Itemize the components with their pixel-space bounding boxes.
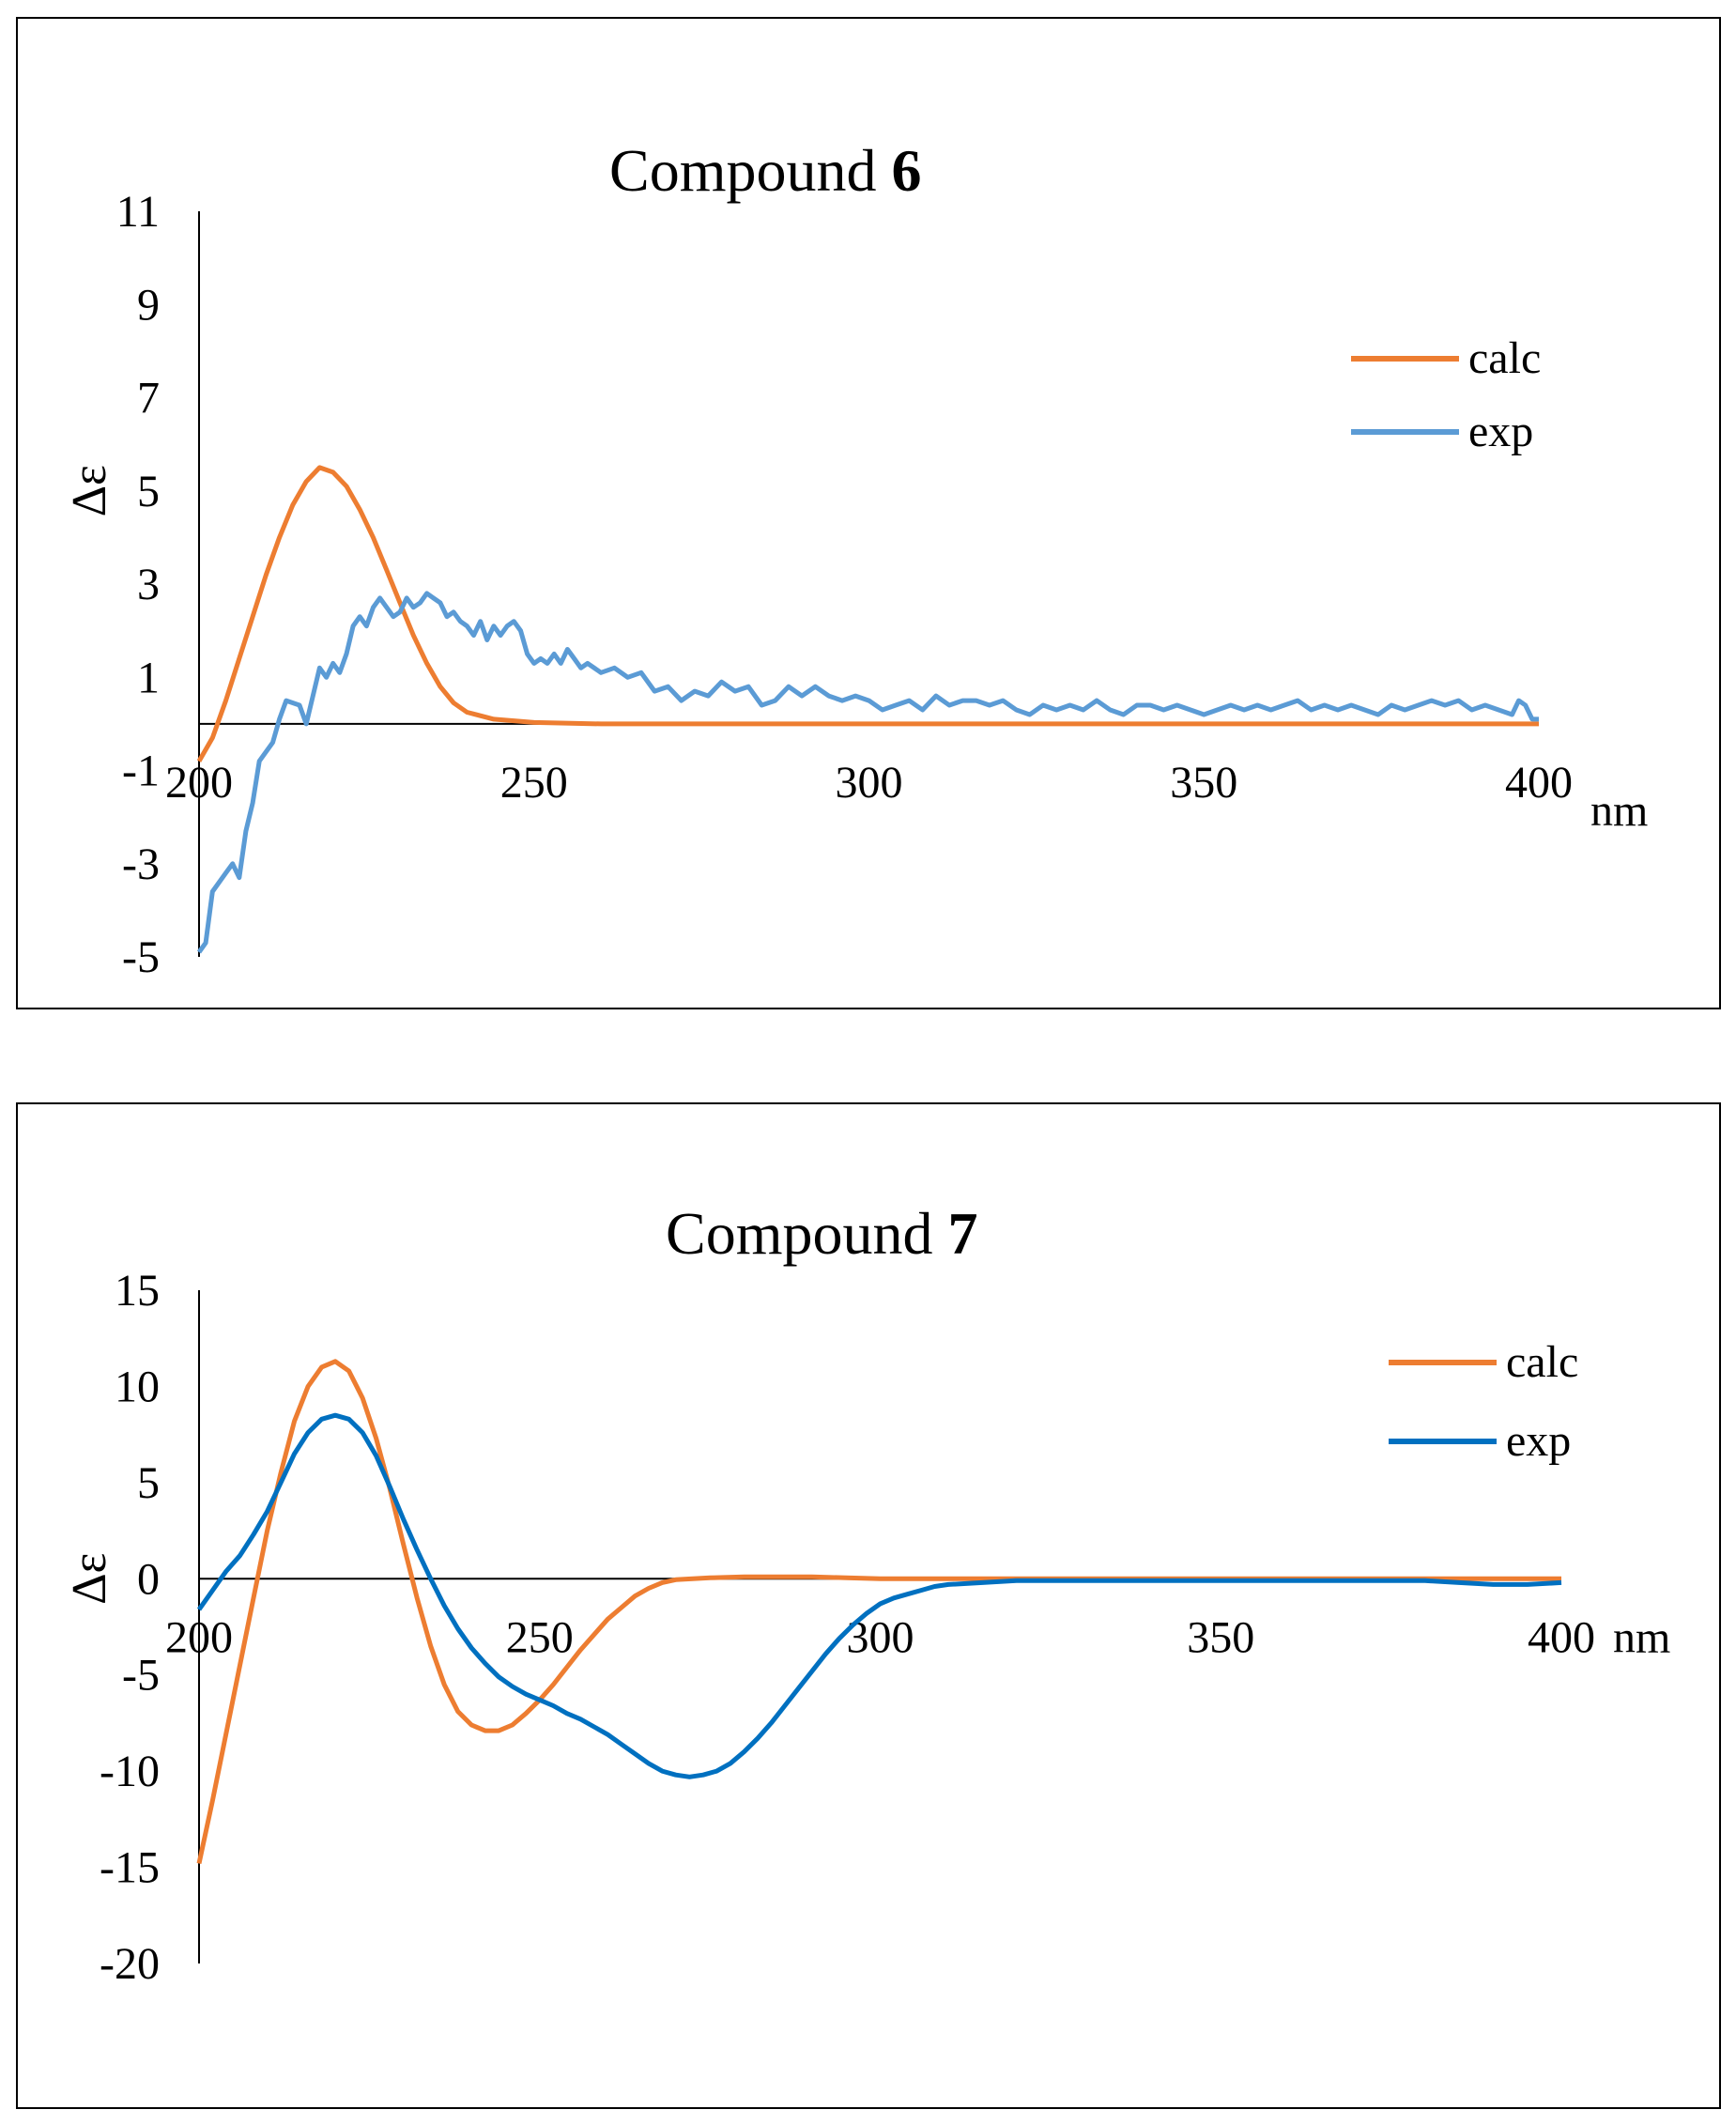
series-line-exp: [196, 1412, 1562, 1779]
chart-title: Compound 6: [609, 137, 921, 204]
legend-label-exp: exp: [1468, 407, 1533, 456]
y-tick-label: 10: [115, 1362, 160, 1411]
chart-panel-compound-7: Compound 7 15 10 5 0 -5 -10 -15 -20 200 250 300 350 4…: [16, 1102, 1721, 2109]
x-tick-label: 200: [165, 758, 233, 808]
y-tick-label: 11: [116, 187, 160, 237]
chart-compound-6: Compound 6 11 9 7 5 3 1 -1 -3 -5 200 250 300 350 400 nm…: [63, 137, 1648, 982]
x-tick-label: 300: [836, 758, 903, 808]
x-tick-label: 400: [1505, 758, 1573, 808]
x-axis-label: nm: [1613, 1612, 1670, 1662]
y-tick-label: 15: [115, 1266, 160, 1316]
y-axis-label: Δε: [63, 1553, 116, 1605]
series-line-calc: [196, 465, 1539, 762]
y-axis-label: Δε: [63, 465, 116, 516]
y-tick-label: -20: [100, 1939, 160, 1989]
y-tick-label: 0: [137, 1554, 160, 1604]
y-tick-label: -3: [122, 839, 160, 889]
x-tick-label: 250: [500, 758, 568, 808]
series-line-calc: [196, 1359, 1561, 1865]
y-tick-label: 7: [137, 374, 160, 423]
x-tick-label: 250: [506, 1612, 574, 1662]
chart-title-compound-number: 7: [947, 1200, 977, 1267]
y-tick-label: -10: [100, 1747, 160, 1796]
chart-title-text: Compound: [609, 137, 891, 204]
chart-title-compound-number: 6: [891, 137, 921, 204]
y-tick-label: 9: [137, 280, 160, 330]
series-line-exp: [196, 591, 1539, 954]
y-tick-label: -5: [122, 932, 160, 982]
y-tick-label: 3: [137, 560, 160, 609]
legend-label-calc: calc: [1506, 1337, 1578, 1387]
x-tick-label: 350: [1170, 758, 1237, 808]
x-axis-label: nm: [1590, 786, 1648, 836]
chart-title: Compound 7: [666, 1200, 977, 1267]
y-tick-label: 5: [137, 1458, 160, 1508]
chart-title-text: Compound: [666, 1200, 947, 1267]
chart-panel-compound-6: Compound 6 11 9 7 5 3 1 -1 -3 -5 200 250 300 350 400 nm…: [16, 17, 1721, 1009]
x-tick-label: 350: [1187, 1612, 1254, 1662]
y-tick-label: -5: [122, 1651, 160, 1701]
legend-label-calc: calc: [1468, 333, 1541, 383]
legend-label-exp: exp: [1506, 1416, 1571, 1466]
y-tick-label: -15: [100, 1843, 160, 1893]
y-tick-label: 5: [137, 467, 160, 516]
y-tick-label: 1: [137, 653, 160, 702]
x-tick-label: 400: [1528, 1612, 1595, 1662]
y-tick-label: -1: [122, 747, 160, 796]
x-tick-label: 200: [165, 1612, 233, 1662]
